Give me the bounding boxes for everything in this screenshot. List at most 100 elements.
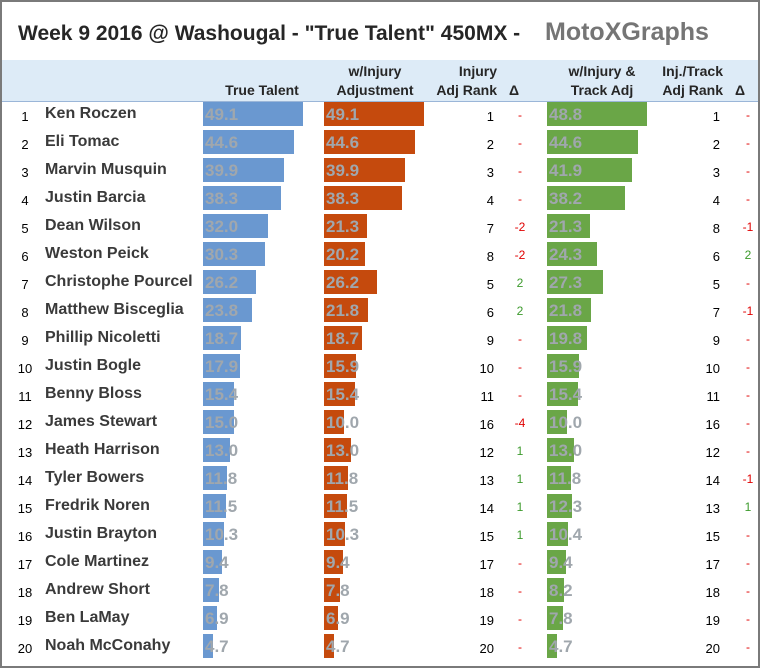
bar-value-injury-adj: 39.9 [326,161,360,180]
bar-value-track-adj: 27.3 [549,273,583,292]
header-true-talent: True Talent [225,82,299,98]
track-adj-rank: 6 [712,249,720,264]
bar-track-adj [547,242,597,266]
delta-injury-rank: -4 [514,416,526,430]
bar-true-talent [203,326,241,350]
delta-track-rank: - [746,640,750,654]
bar-track-adj [547,130,638,154]
bar-injury-adj [324,102,424,126]
bar-value-injury-adj: 4.7 [326,637,350,656]
bar-value-track-adj: 11.8 [549,469,582,488]
bar-injury-adj [324,466,348,490]
row-rank: 15 [17,501,33,516]
bar-true-talent [203,130,294,154]
injury-adj-rank: 20 [479,641,494,656]
delta-track-rank: - [746,164,750,178]
bar-track-adj [547,634,557,658]
injury-adj-rank: 11 [480,389,495,404]
track-adj-rank: 1 [712,109,720,124]
bar-injury-adj [324,158,405,182]
injury-adj-rank: 2 [486,137,494,152]
bar-value-track-adj: 38.2 [549,189,583,208]
row-rank: 8 [21,305,29,320]
row-rank: 7 [21,277,29,292]
bar-value-injury-adj: 10.0 [326,413,360,432]
track-adj-rank: 14 [705,473,720,488]
bar-value-true-talent: 17.9 [205,357,239,376]
row-rank: 9 [21,333,29,348]
bar-value-track-adj: 10.0 [549,413,583,432]
bar-injury-adj [324,214,367,238]
row-rank: 11 [18,389,32,404]
track-adj-rank: 20 [705,641,720,656]
row-rank: 12 [17,417,33,432]
injury-adj-rank: 12 [479,445,494,460]
delta-track-rank: - [746,444,750,458]
bar-value-injury-adj: 21.3 [326,217,360,236]
bar-value-track-adj: 24.3 [549,245,583,264]
brand-logo-text: MotoXGraphs [545,18,709,46]
bar-value-track-adj: 21.8 [549,301,583,320]
bar-track-adj [547,326,587,350]
bar-injury-adj [324,354,356,378]
rider-name: Ken Roczen [45,105,137,122]
delta-injury-rank: - [518,164,522,178]
bar-value-true-talent: 30.3 [205,245,239,264]
bar-track-adj [547,298,591,322]
bar-value-true-talent: 15.0 [205,413,239,432]
bar-injury-adj [324,410,344,434]
delta-injury-rank: - [518,360,522,374]
bar-true-talent [203,214,268,238]
bar-track-adj [547,550,566,574]
bar-value-track-adj: 13.0 [549,441,583,460]
injury-adj-rank: 8 [486,249,494,264]
bar-injury-adj [324,186,402,210]
bar-injury-adj [324,522,345,546]
delta-track-rank: - [746,332,750,346]
bar-value-injury-adj: 11.5 [326,497,359,516]
rider-name: Phillip Nicoletti [45,329,161,346]
bar-value-true-talent: 6.9 [205,609,229,628]
bar-value-track-adj: 8.2 [549,581,573,600]
bar-injury-adj [324,382,355,406]
bar-injury-adj [324,270,377,294]
chart-title: Week 9 2016 @ Washougal - "True Talent" … [18,22,521,45]
bar-value-track-adj: 44.6 [549,133,583,152]
bar-injury-adj [324,242,365,266]
rider-name: Marvin Musquin [45,161,167,178]
bar-injury-adj [324,438,351,462]
injury-adj-rank: 5 [486,277,494,292]
bar-value-injury-adj: 7.8 [326,581,350,600]
injury-adj-rank: 4 [486,193,494,208]
track-adj-rank: 12 [705,445,720,460]
bar-value-true-talent: 15.4 [205,385,239,404]
rider-name: Tyler Bowers [45,469,145,486]
delta-track-rank: - [746,528,750,542]
bar-injury-adj [324,130,415,154]
row-rank: 19 [17,613,33,628]
track-adj-rank: 5 [712,277,720,292]
header-divider [2,101,758,102]
track-adj-rank: 19 [705,613,720,628]
row-rank: 13 [17,445,33,460]
delta-track-rank: - [746,556,750,570]
bar-value-track-adj: 41.9 [549,161,583,180]
bar-value-true-talent: 32.0 [205,217,239,236]
bar-value-true-talent: 23.8 [205,301,239,320]
bar-value-true-talent: 38.3 [205,189,239,208]
bar-value-true-talent: 10.3 [205,525,239,544]
row-rank: 4 [21,193,29,208]
bar-true-talent [203,438,230,462]
rider-name: Andrew Short [45,581,150,598]
injury-adj-rank: 10 [479,361,494,376]
injury-adj-rank: 19 [479,613,494,628]
track-adj-rank: 9 [712,333,720,348]
bar-value-injury-adj: 26.2 [326,273,360,292]
bar-value-injury-adj: 11.8 [326,469,359,488]
row-rank: 5 [21,221,29,236]
bar-track-adj [547,382,578,406]
bar-value-track-adj: 21.3 [549,217,583,236]
bar-value-true-talent: 13.0 [205,441,239,460]
delta-track-rank: - [746,108,750,122]
